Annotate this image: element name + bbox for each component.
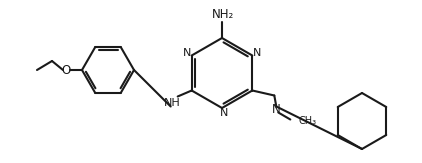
Text: NH₂: NH₂ bbox=[212, 8, 234, 22]
Text: NH: NH bbox=[164, 98, 181, 109]
Text: CH₃: CH₃ bbox=[298, 117, 316, 126]
Text: O: O bbox=[61, 64, 70, 76]
Text: N: N bbox=[220, 108, 228, 118]
Text: N: N bbox=[272, 103, 281, 116]
Text: N: N bbox=[182, 49, 191, 59]
Text: N: N bbox=[253, 49, 262, 59]
